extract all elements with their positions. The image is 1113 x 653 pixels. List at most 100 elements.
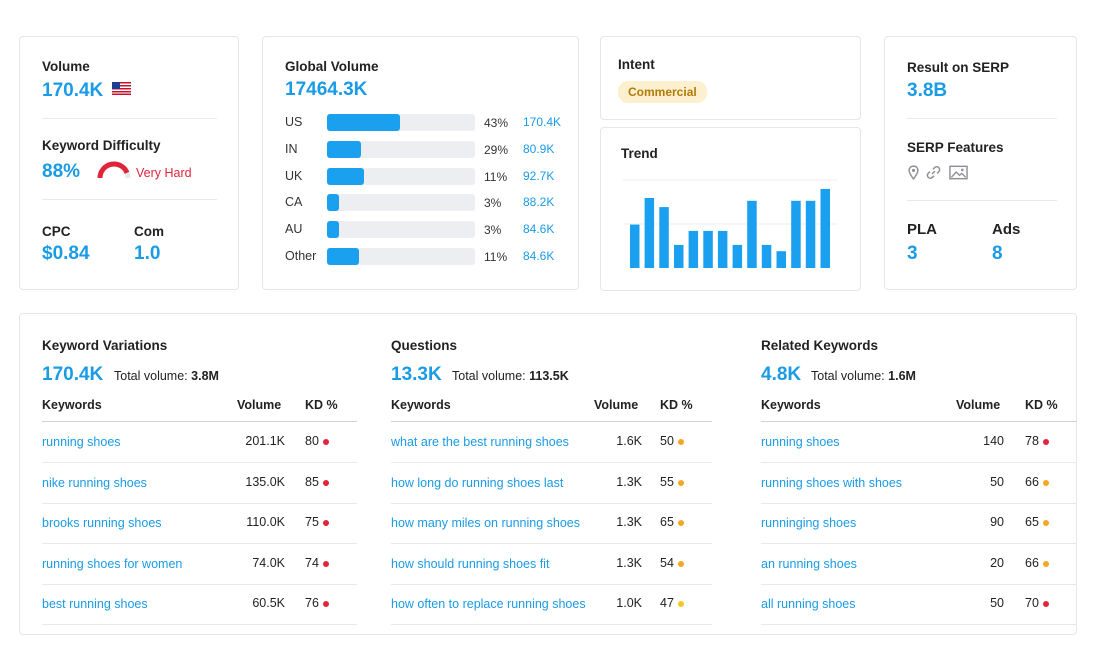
total-volume-value: 3.8M: [191, 369, 219, 383]
section-title: Related Keywords: [761, 338, 879, 353]
total-volume-value: 1.6M: [888, 369, 916, 383]
table-row: running shoes with shoes 50 66: [761, 463, 1077, 504]
keyword-volume: 1.0K: [616, 596, 642, 611]
col-volume-header[interactable]: Volume: [956, 398, 1001, 412]
global-volume-label: Global Volume: [285, 59, 379, 74]
keyword-kd: 76: [305, 596, 319, 611]
share-bar-fill: [327, 248, 359, 265]
trend-label: Trend: [621, 146, 658, 161]
table-row: running shoes for women 74.0K 74: [42, 544, 357, 585]
pla-label: PLA: [907, 221, 937, 238]
table-row: brooks running shoes 110.0K 75: [42, 503, 357, 545]
global-volume-row: IN 29% 80.9K: [285, 140, 575, 159]
trend-bar: [776, 251, 786, 268]
keyword-volume: 1.3K: [616, 555, 642, 570]
keyword-kd: 74: [305, 555, 319, 570]
kd-status-dot: [678, 439, 684, 445]
keyword-link[interactable]: brooks running shoes: [42, 516, 162, 531]
col-volume-header[interactable]: Volume: [237, 398, 282, 412]
table-header-divider: [761, 421, 1077, 422]
ads-value: 8: [992, 243, 1003, 264]
total-volume-label: Total volume:: [452, 369, 526, 383]
share-bar-track: [327, 140, 475, 158]
country-volume[interactable]: 92.7K: [523, 168, 555, 183]
global-volume-row: UK 11% 92.7K: [285, 167, 575, 186]
kd-status-dot: [678, 479, 684, 486]
keyword-link[interactable]: what are the best running shoes: [391, 435, 569, 449]
global-volume-row: AU 3% 84.6K: [285, 221, 575, 239]
keyword-link[interactable]: runninging shoes: [761, 516, 857, 531]
col-keywords-header: Keywords: [42, 398, 102, 412]
keyword-link[interactable]: all running shoes: [761, 597, 856, 612]
keyword-link[interactable]: how long do running shoes last: [391, 475, 564, 490]
keyword-link[interactable]: running shoes: [42, 435, 121, 449]
trend-bar: [674, 244, 684, 268]
keyword-volume: 1.3K: [616, 474, 642, 489]
keyword-volume: 1.3K: [616, 515, 642, 530]
keyword-link[interactable]: running shoes: [761, 435, 840, 449]
kd-status-dot: [323, 479, 329, 486]
trend-bar: [791, 200, 801, 268]
kd-status-dot: [1043, 439, 1049, 445]
kd-status-dot: [678, 601, 684, 608]
keyword-link[interactable]: how often to replace running shoes: [391, 597, 586, 612]
keyword-link[interactable]: nike running shoes: [42, 475, 147, 490]
volume-value: 170.4K: [42, 80, 104, 101]
keyword-volume: 135.0K: [245, 474, 285, 489]
intent-card: Intent Commercial: [600, 36, 861, 120]
country-volume[interactable]: 88.2K: [523, 195, 555, 210]
volume-divider: [42, 118, 217, 119]
table-row: how should running shoes fit 1.3K 54: [391, 544, 712, 585]
country-volume[interactable]: 84.6K: [523, 222, 555, 237]
col-kd-header[interactable]: KD %: [660, 398, 693, 412]
trend-bar: [761, 244, 772, 268]
kd-label: Keyword Difficulty: [42, 138, 161, 153]
cpc-value: $0.84: [42, 243, 90, 264]
col-kd-header[interactable]: KD %: [1025, 398, 1058, 412]
trend-bar: [644, 198, 655, 268]
keyword-link[interactable]: how should running shoes fit: [391, 556, 550, 571]
intent-label: Intent: [618, 57, 655, 72]
intent-badge: Commercial: [618, 81, 707, 103]
trend-bar: [732, 244, 743, 268]
link-icon: [926, 166, 941, 179]
keyword-volume: 140: [983, 434, 1004, 448]
section-title: Questions: [391, 338, 458, 353]
share-bar-fill: [327, 221, 339, 239]
share-percent: 11%: [484, 169, 508, 184]
keyword-volume: 20: [990, 555, 1004, 570]
col-keywords-header: Keywords: [391, 398, 451, 412]
col-volume-header[interactable]: Volume: [594, 398, 639, 412]
global-volume-row: US 43% 170.4K: [285, 114, 575, 132]
volume-card: Volume 170.4K Keyword Difficulty 88% Ver…: [19, 36, 239, 290]
share-bar-track: [327, 114, 475, 131]
us-flag-icon: [112, 82, 131, 95]
col-kd-header[interactable]: KD %: [305, 398, 338, 412]
keyword-link[interactable]: running shoes with shoes: [761, 475, 903, 490]
country-volume[interactable]: 80.9K: [523, 141, 555, 156]
keyword-kd: 50: [660, 434, 674, 448]
keyword-link[interactable]: running shoes for women: [42, 556, 183, 571]
kd-value: 88%: [42, 161, 81, 182]
keyword-volume: 110.0K: [246, 515, 285, 530]
ads-label: Ads: [992, 221, 1021, 238]
keyword-kd: 47: [660, 596, 674, 611]
global-volume-value: 17464.3K: [285, 79, 368, 100]
keyword-kd: 78: [1025, 434, 1039, 448]
country-volume[interactable]: 84.6K: [523, 249, 555, 263]
keyword-link[interactable]: an running shoes: [761, 556, 857, 571]
country-volume[interactable]: 170.4K: [523, 115, 562, 129]
keyword-volume: 1.6K: [616, 434, 642, 448]
table-row: how many miles on running shoes 1.3K 65: [391, 503, 712, 545]
result-on-serp-label: Result on SERP: [907, 60, 1010, 75]
kd-status-dot: [323, 560, 329, 567]
keyword-kd: 80: [305, 434, 319, 448]
keyword-link[interactable]: how many miles on running shoes: [391, 516, 580, 531]
keyword-kd: 65: [1025, 515, 1039, 530]
global-volume-row: Other 11% 84.6K: [285, 248, 575, 266]
keyword-kd: 85: [305, 474, 319, 489]
image-icon: [949, 165, 968, 180]
keyword-link[interactable]: best running shoes: [42, 597, 148, 612]
share-bar-track: [327, 248, 475, 265]
trend-bar: [703, 230, 713, 268]
